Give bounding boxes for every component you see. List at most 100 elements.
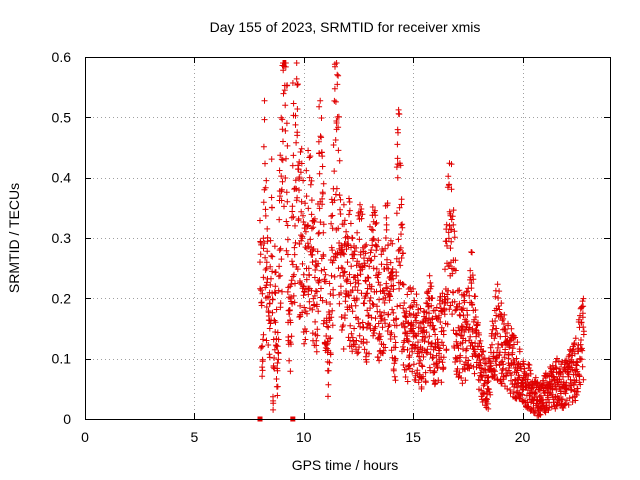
data-point bbox=[580, 376, 587, 383]
data-point bbox=[374, 303, 380, 310]
data-point bbox=[478, 351, 485, 358]
data-point bbox=[423, 329, 430, 336]
data-point bbox=[293, 185, 300, 192]
data-point bbox=[300, 329, 307, 335]
data-point bbox=[275, 356, 282, 363]
data-point bbox=[333, 60, 340, 66]
data-point bbox=[488, 330, 495, 337]
data-point bbox=[499, 317, 506, 324]
data-point bbox=[545, 385, 552, 392]
data-point bbox=[442, 266, 448, 273]
data-point bbox=[407, 284, 414, 291]
data-point bbox=[370, 301, 377, 308]
data-point bbox=[475, 319, 481, 326]
data-point bbox=[397, 162, 404, 169]
data-point bbox=[282, 60, 289, 66]
data-point bbox=[354, 350, 361, 357]
data-point bbox=[327, 351, 334, 358]
data-point bbox=[548, 403, 555, 410]
data-point bbox=[337, 206, 343, 213]
data-point bbox=[470, 276, 477, 283]
data-point bbox=[350, 251, 357, 258]
data-point bbox=[294, 81, 301, 88]
data-point bbox=[388, 283, 395, 290]
data-point bbox=[430, 326, 437, 333]
data-point bbox=[278, 173, 285, 180]
data-point bbox=[296, 187, 302, 194]
data-point bbox=[292, 177, 299, 184]
data-point bbox=[320, 221, 327, 228]
data-point bbox=[259, 343, 266, 350]
data-point bbox=[276, 216, 283, 223]
data-point bbox=[460, 305, 467, 312]
data-point bbox=[354, 229, 361, 236]
data-point bbox=[266, 354, 273, 361]
data-point bbox=[273, 376, 280, 382]
data-point bbox=[331, 168, 338, 175]
data-point bbox=[580, 324, 587, 331]
data-point bbox=[401, 300, 408, 306]
data-point bbox=[462, 377, 469, 384]
data-point bbox=[259, 290, 266, 297]
data-point bbox=[262, 160, 268, 167]
data-point bbox=[498, 380, 505, 387]
data-point bbox=[440, 342, 447, 349]
data-point bbox=[407, 312, 414, 319]
data-point bbox=[323, 299, 330, 306]
data-point bbox=[314, 288, 320, 295]
data-point bbox=[316, 277, 323, 283]
data-point bbox=[326, 359, 333, 366]
data-point bbox=[494, 330, 501, 337]
data-point bbox=[448, 226, 455, 233]
data-point bbox=[339, 244, 346, 251]
data-point bbox=[434, 364, 441, 371]
data-point bbox=[381, 309, 388, 316]
data-point bbox=[378, 251, 385, 258]
data-point bbox=[444, 321, 451, 328]
data-point bbox=[308, 225, 315, 232]
data-point bbox=[468, 285, 475, 292]
data-point bbox=[476, 331, 482, 338]
data-point bbox=[272, 269, 279, 276]
data-point bbox=[347, 220, 354, 227]
data-point bbox=[409, 303, 416, 310]
data-point bbox=[352, 302, 359, 309]
data-point bbox=[393, 210, 400, 217]
data-point bbox=[445, 235, 452, 242]
data-point bbox=[492, 368, 498, 375]
data-point bbox=[410, 311, 417, 318]
data-point bbox=[396, 204, 403, 211]
data-point bbox=[287, 319, 294, 326]
data-point bbox=[368, 286, 375, 292]
data-point bbox=[363, 241, 370, 248]
data-point bbox=[310, 246, 317, 252]
data-point bbox=[301, 289, 308, 296]
data-point bbox=[392, 355, 399, 362]
data-point bbox=[318, 134, 325, 141]
data-point bbox=[389, 306, 396, 313]
data-point bbox=[528, 385, 535, 392]
data-point bbox=[532, 408, 539, 415]
data-point bbox=[400, 281, 407, 288]
data-point bbox=[391, 333, 398, 340]
data-point bbox=[276, 167, 283, 174]
data-point bbox=[366, 322, 373, 329]
data-point bbox=[450, 207, 457, 214]
data-point bbox=[291, 244, 298, 251]
data-point bbox=[277, 152, 284, 159]
data-point bbox=[340, 346, 347, 352]
data-point bbox=[452, 267, 459, 274]
data-point bbox=[390, 275, 397, 282]
data-point bbox=[453, 331, 460, 338]
data-point bbox=[357, 201, 363, 208]
data-point bbox=[328, 196, 335, 203]
data-point bbox=[324, 323, 331, 330]
data-point bbox=[362, 262, 368, 269]
data-point bbox=[308, 197, 315, 204]
data-point bbox=[387, 259, 394, 266]
data-point bbox=[413, 301, 420, 308]
data-point bbox=[296, 174, 303, 181]
data-point bbox=[293, 60, 300, 66]
data-point bbox=[385, 311, 392, 318]
